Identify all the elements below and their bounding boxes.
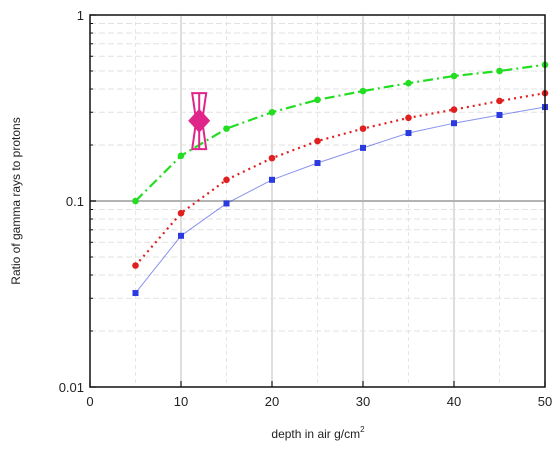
x-tick-label: 0 <box>86 394 93 409</box>
data-point <box>268 154 276 162</box>
data-point <box>450 106 458 113</box>
series-line <box>134 92 546 267</box>
y-tick-label: 0.01 <box>59 380 84 395</box>
data-point <box>178 232 184 239</box>
data-point <box>359 87 367 95</box>
data-point <box>405 79 412 87</box>
annotation-layer <box>188 92 211 151</box>
data-point <box>177 152 185 160</box>
series-line <box>134 63 546 202</box>
data-point <box>405 114 412 122</box>
data-point <box>132 197 139 205</box>
data-point <box>496 67 503 75</box>
data-point <box>177 209 185 217</box>
x-tick-label: 40 <box>447 394 461 409</box>
data-point <box>132 262 139 269</box>
x-tick-label: 20 <box>265 394 279 409</box>
y-tick-label: 1 <box>77 8 84 23</box>
data-point <box>359 125 367 132</box>
data-point <box>223 200 230 207</box>
y-tick-label: 0.1 <box>66 194 84 209</box>
series-line <box>135 106 546 294</box>
y-axis-title: Ratio of gamma rays to protons <box>9 117 23 284</box>
data-point <box>269 176 275 183</box>
data-point <box>496 111 503 118</box>
grid <box>90 15 545 387</box>
x-tick-label: 50 <box>538 394 552 409</box>
x-tick-label: 10 <box>174 394 188 409</box>
data-point <box>223 125 230 132</box>
data-point <box>405 130 412 137</box>
ticks <box>89 14 546 388</box>
x-axis-title-sup: 2 <box>360 425 365 434</box>
data-point <box>451 120 457 127</box>
x-axis-title: depth in air g/cm2 <box>271 425 365 441</box>
data-point <box>132 290 139 297</box>
series-layer <box>132 61 549 297</box>
data-point <box>314 160 321 167</box>
data-point <box>496 97 503 105</box>
tick-labels: 0 10 20 30 40 50 0.01 0.1 1 <box>59 8 553 409</box>
annotation-diamond-marker <box>188 108 211 133</box>
data-point <box>268 108 276 116</box>
data-point <box>450 72 458 80</box>
x-axis-title-text: depth in air g/cm <box>271 427 360 441</box>
data-point <box>223 176 230 184</box>
data-point <box>360 144 366 151</box>
data-point <box>314 137 321 145</box>
data-point <box>314 96 321 104</box>
x-tick-label: 30 <box>356 394 370 409</box>
